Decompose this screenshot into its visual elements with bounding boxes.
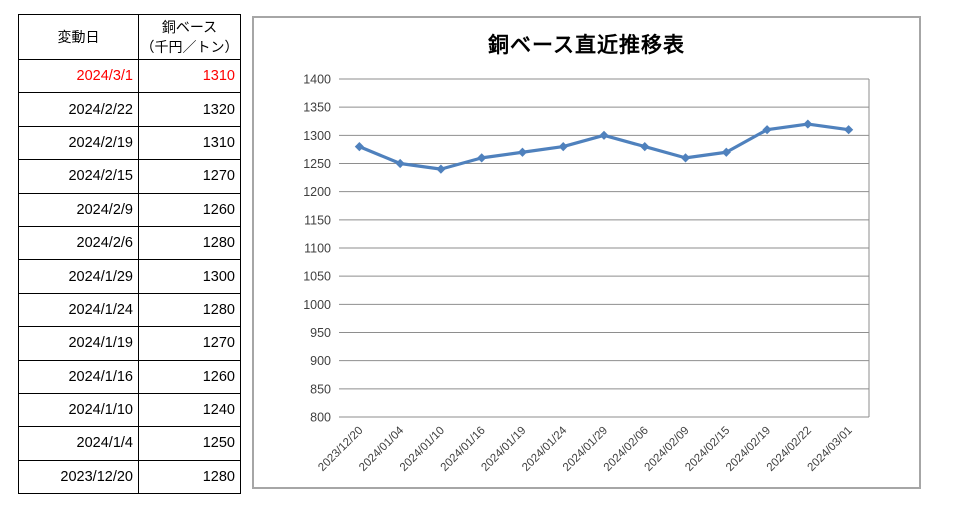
y-axis-tick-label: 900 <box>310 354 331 368</box>
table-row: 2023/12/20 1280 <box>18 459 241 495</box>
data-point-marker <box>436 164 446 174</box>
date-cell: 2024/2/22 <box>18 92 139 127</box>
table-row: 2024/1/4 1250 <box>18 426 241 461</box>
value-cell: 1280 <box>138 459 241 495</box>
table-row: 2024/2/15 1270 <box>18 159 241 194</box>
y-axis-tick-label: 1400 <box>303 73 331 87</box>
chart-title: 銅ベース直近推移表 <box>488 34 685 57</box>
col-header-date: 変動日 <box>18 14 139 60</box>
y-axis-tick-label: 1050 <box>303 270 331 284</box>
table-row: 2024/2/6 1280 <box>18 225 241 261</box>
value-cell: 1240 <box>138 392 241 428</box>
table-row: 2024/3/1 1310 <box>18 58 241 94</box>
y-axis-tick-label: 1100 <box>304 242 331 256</box>
line-chart-plot: 800 850 900 950 1000 1050 1100 1150 1200 1250 1300… <box>303 73 870 474</box>
data-point-marker <box>721 147 731 157</box>
y-axis-tick-label: 1000 <box>303 298 331 312</box>
date-cell: 2024/1/10 <box>18 392 139 428</box>
date-cell: 2024/1/4 <box>18 426 139 461</box>
data-point-marker <box>803 119 813 129</box>
table-row: 2024/1/10 1240 <box>18 392 241 428</box>
value-cell: 1260 <box>138 359 241 394</box>
table-row: 2024/2/9 1260 <box>18 192 241 227</box>
price-table-header: 変動日 銅ベース （千円／トン） <box>18 14 241 60</box>
date-cell: 2024/1/24 <box>18 292 139 328</box>
value-cell: 1250 <box>138 426 241 461</box>
date-cell: 2024/2/6 <box>18 225 139 261</box>
data-point-marker <box>844 125 854 135</box>
data-point-marker <box>640 142 650 152</box>
date-cell: 2024/2/9 <box>18 192 139 227</box>
date-cell: 2024/2/19 <box>18 125 139 161</box>
date-cell: 2024/1/16 <box>18 359 139 394</box>
date-cell: 2024/1/19 <box>18 326 139 361</box>
value-cell: 1320 <box>138 92 241 127</box>
date-cell: 2023/12/20 <box>18 459 139 495</box>
col-header-value: 銅ベース （千円／トン） <box>138 14 241 60</box>
data-point-marker <box>558 142 568 152</box>
table-row: 2024/2/19 1310 <box>18 125 241 161</box>
y-axis-tick-label: 1200 <box>303 185 331 199</box>
value-cell: 1310 <box>138 58 241 94</box>
value-cell: 1310 <box>138 125 241 161</box>
y-axis-tick-label: 800 <box>310 411 331 425</box>
y-axis-tick-label: 1150 <box>304 213 331 227</box>
value-cell: 1280 <box>138 292 241 328</box>
value-cell: 1270 <box>138 326 241 361</box>
value-cell: 1270 <box>138 159 241 194</box>
table-row: 2024/1/29 1300 <box>18 259 241 294</box>
data-point-marker <box>680 153 691 163</box>
data-point-marker <box>517 147 528 157</box>
data-point-marker <box>762 125 772 135</box>
x-axis-tick-label: 2024/03/01 <box>806 425 855 474</box>
y-axis-tick-label: 1300 <box>303 129 331 143</box>
table-row: 2024/2/22 1320 <box>18 92 241 127</box>
table-row: 2024/1/19 1270 <box>18 326 241 361</box>
copper-trend-chart: 銅ベース直近推移表 800 850 900 950 1000 1050 1100 1150 12… <box>252 16 921 489</box>
table-row: 2024/1/24 1280 <box>18 292 241 328</box>
y-axis-tick-label: 850 <box>310 382 331 396</box>
y-axis-tick-label: 1350 <box>303 101 331 115</box>
header-row: 変動日 銅ベース （千円／トン） <box>18 14 241 60</box>
value-cell: 1260 <box>138 192 241 227</box>
y-axis-tick-label: 950 <box>310 326 331 340</box>
table-row: 2024/1/16 1260 <box>18 359 241 394</box>
price-table-body: 2024/3/1 1310 2024/2/22 1320 2024/2/19 1310 20… <box>18 58 241 495</box>
data-point-marker <box>395 158 405 169</box>
value-cell: 1280 <box>138 225 241 261</box>
price-table: 変動日 銅ベース （千円／トン） 2024/3/1 1310 2024/2/22 13… <box>18 14 241 495</box>
date-cell: 2024/1/29 <box>18 259 139 294</box>
y-axis-tick-label: 1250 <box>303 157 331 171</box>
data-point-marker <box>477 153 487 163</box>
date-cell: 2024/3/1 <box>18 58 139 94</box>
data-point-marker <box>599 130 609 140</box>
data-point-marker <box>354 142 364 152</box>
date-cell: 2024/2/15 <box>18 159 139 194</box>
value-cell: 1300 <box>138 259 241 294</box>
